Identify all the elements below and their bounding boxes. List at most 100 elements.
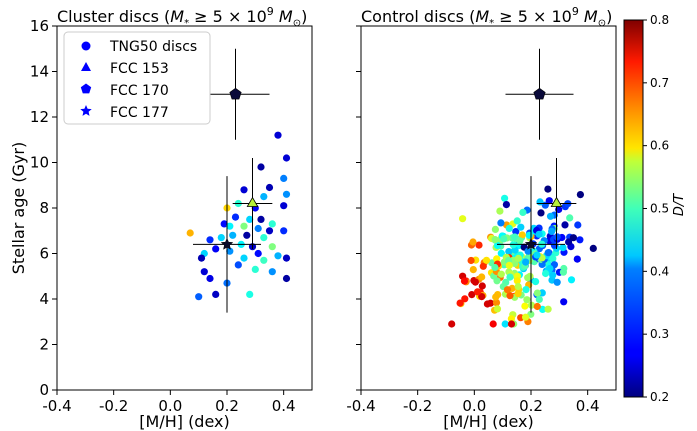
cluster-ytick-label: 16 (30, 17, 49, 35)
cluster-data-point (200, 268, 208, 276)
control-data-point (505, 248, 513, 256)
control-data-point (478, 282, 486, 290)
cluster-data-point (268, 243, 276, 251)
control-data-point (497, 219, 505, 227)
cluster-data-point (226, 222, 234, 230)
control-data-point (496, 207, 504, 215)
cluster-ytick-label: 6 (39, 245, 49, 263)
control-data-point (553, 233, 561, 241)
cluster-data-point (282, 274, 291, 283)
cluster-data-point (229, 231, 237, 239)
cluster-panel: Cluster discs (M* ≥ 5 × 109 M⊙) -0.4 -0.2… (9, 5, 313, 431)
control-data-point (501, 194, 509, 202)
control-data-point (507, 320, 516, 328)
legend-star-marker (80, 105, 92, 116)
control-data-point (545, 197, 553, 205)
control-fcc-153-marker (550, 196, 563, 207)
control-data-point (524, 274, 532, 282)
legend-label-tng50: TNG50 discs (109, 39, 197, 55)
control-data-point (561, 221, 569, 229)
cluster-data-point (186, 229, 194, 237)
control-data-point (501, 320, 509, 328)
cluster-ytick-label: 12 (30, 108, 49, 126)
cluster-fcc-177-marker (220, 237, 234, 250)
control-data-point (497, 270, 505, 278)
legend-label-fcc153: FCC 153 (110, 61, 169, 77)
colorbar-tick-label: 0.7 (650, 76, 669, 90)
control-data-point (559, 268, 568, 276)
control-data-point (548, 227, 556, 235)
control-data-point (492, 299, 501, 307)
control-xlabel: [M/H] (dex) (443, 412, 533, 431)
cluster-data-point (206, 236, 214, 244)
control-data-point (544, 185, 552, 193)
cluster-data-point (280, 174, 288, 182)
control-data-point (535, 295, 543, 303)
control-data-point (493, 305, 502, 313)
cluster-data-point (260, 234, 268, 242)
legend-label-fcc170: FCC 170 (110, 83, 169, 99)
colorbar-tick-label: 0.3 (650, 327, 669, 341)
cluster-data-point (197, 254, 206, 262)
control-panel-title: Control discs (M* ≥ 5 × 109 M⊙) (361, 5, 612, 29)
colorbar-tick-label: 0.5 (650, 202, 669, 216)
cluster-data-point (254, 249, 262, 258)
cluster-data-point (217, 234, 225, 242)
cluster-errorbars (193, 48, 273, 313)
cluster-data-point (282, 154, 291, 162)
colorbar-tick-label: 0.8 (650, 13, 669, 27)
control-data-point (489, 320, 497, 328)
control-axes-frame (360, 25, 617, 391)
cluster-data-point (251, 265, 259, 273)
control-data-point (513, 217, 521, 225)
cluster-ytick-label: 0 (39, 381, 49, 399)
cluster-data-point (234, 261, 242, 269)
cluster-ytick-label: 4 (39, 290, 49, 308)
control-data-point (514, 290, 522, 298)
control-fcc-170-marker (533, 87, 546, 100)
control-data-point (549, 255, 557, 263)
control-data-point (546, 212, 555, 220)
control-data-point (521, 302, 529, 310)
cluster-data-point (220, 220, 228, 228)
control-data-point (544, 305, 552, 313)
control-data-point (493, 255, 501, 263)
control-data-point (513, 277, 521, 285)
control-data-point (566, 214, 574, 222)
cluster-data-point (206, 274, 214, 283)
cluster-data-point (243, 231, 251, 239)
cluster-data-point (212, 245, 220, 253)
control-data-point (467, 256, 475, 265)
control-data-point (479, 262, 487, 270)
cluster-xtick-label: 0.4 (272, 397, 296, 415)
control-data-point (565, 238, 573, 246)
control-data-point (506, 273, 514, 281)
control-data-point (560, 298, 568, 306)
control-data-point (522, 258, 530, 266)
control-data-point (537, 209, 545, 217)
control-data-point (518, 231, 526, 239)
colorbar-tick-label: 0.6 (650, 139, 669, 153)
control-data-point (507, 315, 515, 323)
control-data-point (468, 291, 476, 299)
control-data-point (474, 288, 482, 296)
cluster-fcc-153-marker (246, 196, 259, 207)
control-data-point (576, 236, 584, 244)
cluster-ytick-label: 14 (30, 63, 49, 81)
control-data-point (514, 282, 522, 291)
control-data-point (503, 286, 512, 294)
control-data-point (524, 247, 532, 255)
control-data-point (533, 251, 541, 259)
cluster-data-point (240, 254, 248, 262)
control-data-point (512, 228, 520, 236)
control-xtick-label: 0.4 (576, 397, 600, 415)
control-errorbars (497, 48, 577, 313)
control-data-point (553, 278, 561, 286)
control-data-point (511, 233, 519, 241)
cluster-data-point (282, 190, 291, 198)
control-data-point (483, 300, 491, 308)
cluster-data-point (240, 222, 248, 230)
cluster-points (186, 131, 291, 301)
legend: TNG50 discs FCC 153 FCC 170 FCC 177 (63, 31, 211, 125)
control-data-point (497, 249, 505, 257)
